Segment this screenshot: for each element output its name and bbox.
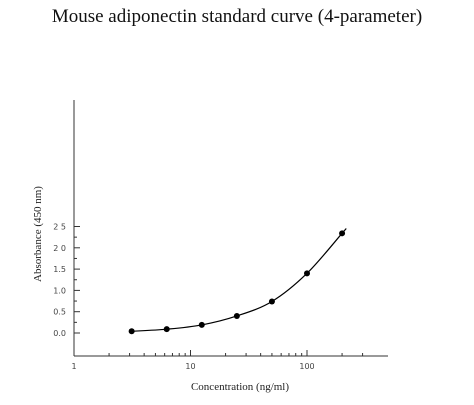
x-tick-label: 1: [71, 362, 76, 371]
y-tick-label: 0.0: [53, 329, 66, 338]
y-tick-label: 2 0: [53, 244, 66, 253]
x-axis-label: Concentration (ng/ml): [191, 381, 289, 393]
x-tick-label: 100: [299, 362, 314, 371]
data-point: [163, 326, 170, 333]
y-axis-label: Absorbance (450 nm): [32, 186, 44, 282]
y-tick-label: 1.0: [53, 286, 66, 295]
y-tick-label: 2 5: [53, 223, 66, 232]
data-point: [198, 321, 205, 328]
data-points-layer: [128, 230, 346, 335]
data-point: [128, 328, 135, 335]
data-point: [339, 230, 346, 237]
y-tick-label: 1.5: [53, 265, 66, 274]
x-tick-label: 10: [185, 362, 195, 371]
chart-title: Mouse adiponectin standard curve (4-para…: [51, 6, 423, 27]
y-tick-label: 0.5: [53, 308, 66, 317]
data-point: [304, 270, 310, 277]
data-point: [233, 312, 240, 319]
chart-axes: 0.0 0.5 1.0 1.5 2 0 2 5 1 10 100: [53, 100, 388, 371]
data-point: [268, 298, 275, 305]
